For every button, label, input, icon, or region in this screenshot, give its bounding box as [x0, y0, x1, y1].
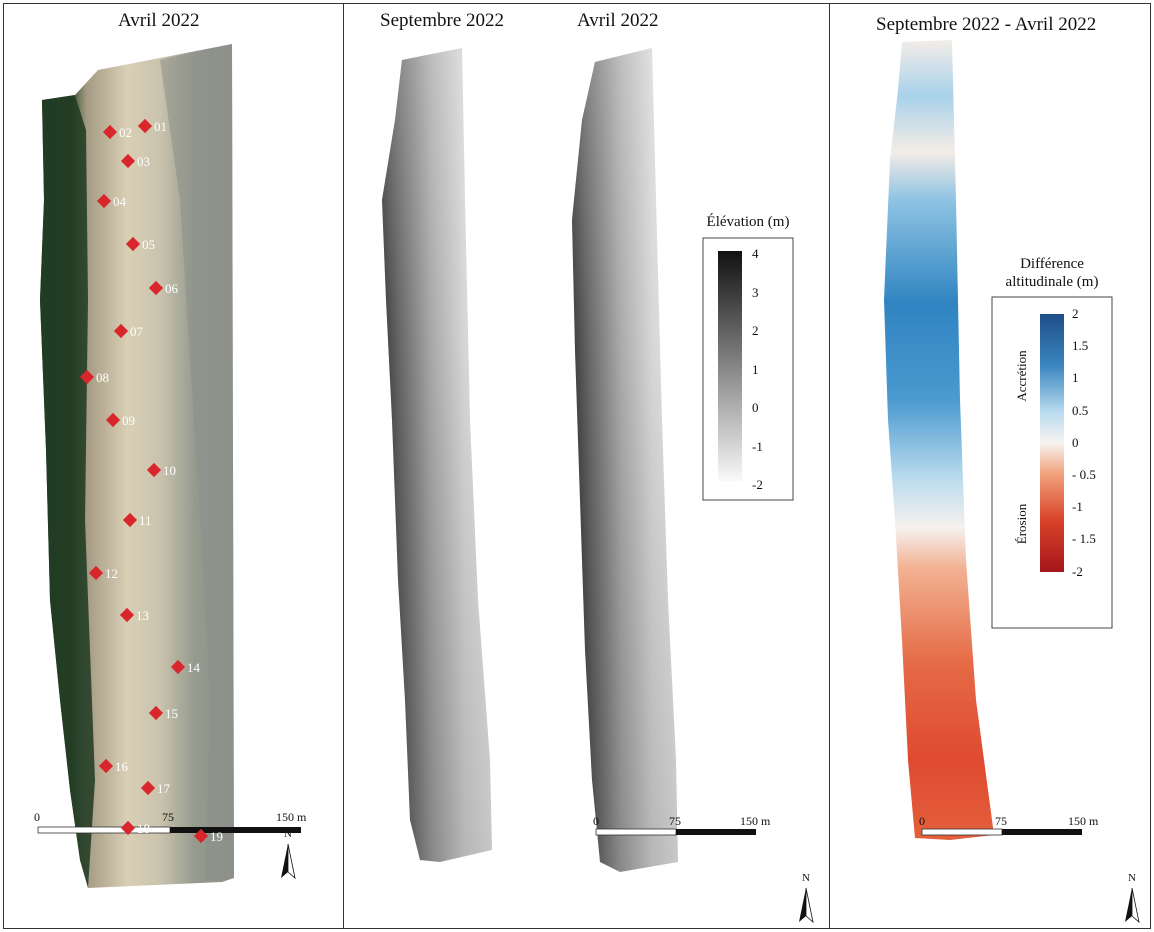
transect-marker-11 [122, 512, 138, 528]
transect-marker-06 [148, 280, 164, 296]
difference-tick-3: 0.5 [1072, 402, 1089, 418]
panel2-title-september: Septembre 2022 [380, 10, 505, 31]
transect-label-08: 08 [96, 370, 109, 385]
elevation-legend-title: Élévation (m) [706, 214, 790, 230]
transect-label-10: 10 [163, 463, 176, 478]
scalebar-panel1 [37, 826, 301, 834]
dem-september-shading [382, 48, 492, 862]
difference-tick-1: 1.5 [1072, 338, 1089, 354]
difference-strip [884, 40, 994, 840]
transect-label-09: 09 [122, 413, 135, 428]
panel2-title-april: Avril 2022 [577, 10, 659, 31]
elevation-tick-2: 2 [752, 323, 759, 338]
difference-tick-6: -1 [1072, 499, 1083, 515]
transect-marker-13 [119, 607, 135, 623]
panel-divider-2 [829, 3, 830, 929]
north-arrow-panel2 [799, 887, 814, 924]
elevation-tick-0: 4 [752, 246, 759, 261]
elevation-legend-box [702, 237, 794, 501]
difference-tick-5: - 0.5 [1072, 467, 1096, 482]
north-arrow-panel3 [1125, 887, 1140, 924]
transect-label-07: 07 [130, 324, 144, 339]
transect-marker-09 [105, 412, 121, 428]
difference-tick-8: -2 [1072, 563, 1083, 579]
elevation-tick-1: 3 [752, 284, 759, 300]
elevation-tick-4: 0 [752, 400, 759, 415]
difference-tick-2: 1 [1072, 370, 1079, 386]
transect-marker-14 [170, 659, 186, 675]
transect-label-17: 17 [157, 781, 171, 796]
north-label-panel2: N [802, 872, 810, 884]
transect-label-11: 11 [139, 513, 152, 528]
panel1-title: Avril 2022 [118, 10, 200, 31]
scale3-label-150: 150 m [1068, 814, 1099, 828]
scale1-label-0: 0 [34, 810, 40, 824]
transect-label-01: 01 [154, 119, 167, 134]
transect-label-14: 14 [187, 660, 201, 675]
transect-marker-16 [98, 758, 114, 774]
accretion-label: Accrétion [1014, 350, 1029, 402]
transect-markers: 01 02 03 04 05 06 07 08 09 10 11 12 13 14 15 16 17 18 19 [79, 118, 223, 844]
transect-label-02: 02 [119, 125, 132, 140]
north-label-panel3: N [1128, 872, 1136, 884]
scale2-label-75: 75 [669, 814, 681, 828]
elevation-tick-6: -2 [752, 477, 763, 492]
erosion-label: Érosion [1014, 503, 1029, 545]
transect-label-05: 05 [142, 237, 155, 252]
transect-marker-18 [120, 820, 136, 836]
elevation-tick-5: -1 [752, 438, 763, 454]
transect-marker-07 [113, 323, 129, 339]
dem-april-shading [572, 48, 678, 872]
transect-marker-15 [148, 705, 164, 721]
difference-tick-4: 0 [1072, 434, 1079, 450]
scale1-label-150: 150 m [276, 810, 307, 824]
transect-label-04: 04 [113, 194, 127, 209]
difference-tick-7: - 1.5 [1072, 531, 1096, 547]
difference-legend-title-line1: Différence [1020, 256, 1084, 272]
difference-legend-title-line2: altitudinale (m) [1005, 274, 1099, 290]
figure-frame [3, 3, 1151, 929]
transect-marker-12 [88, 565, 104, 581]
difference-tick-0: 2 [1072, 306, 1079, 321]
elevation-color-ramp [718, 251, 742, 482]
transect-marker-08 [79, 369, 95, 385]
panel3-title: Septembre 2022 - Avril 2022 [876, 14, 1097, 35]
transect-marker-19 [193, 828, 209, 844]
transect-label-19: 19 [210, 829, 223, 844]
scale1-label-75: 75 [162, 810, 174, 824]
transect-label-18: 18 [137, 821, 150, 836]
scale2-label-150: 150 m [740, 814, 771, 828]
transect-label-06: 06 [165, 281, 179, 296]
transect-label-12: 12 [105, 566, 118, 581]
difference-color-ramp [1040, 314, 1064, 572]
transect-label-03: 03 [137, 154, 150, 169]
transect-marker-10 [146, 462, 162, 478]
scale2-label-0: 0 [593, 814, 599, 828]
scale3-label-0: 0 [919, 814, 925, 828]
scalebar-panel2 [595, 828, 756, 836]
elevation-tick-3: 1 [752, 361, 759, 377]
scalebar-panel3 [921, 828, 1082, 836]
transect-label-16: 16 [115, 759, 129, 774]
panel-divider-1 [343, 3, 344, 929]
north-label-panel1: N [284, 828, 292, 840]
north-arrow-panel1 [281, 843, 296, 880]
scale3-label-75: 75 [995, 814, 1007, 828]
transect-label-15: 15 [165, 706, 178, 721]
transect-label-13: 13 [136, 608, 149, 623]
orthophoto-strip [40, 44, 234, 888]
transect-marker-17 [140, 780, 156, 796]
